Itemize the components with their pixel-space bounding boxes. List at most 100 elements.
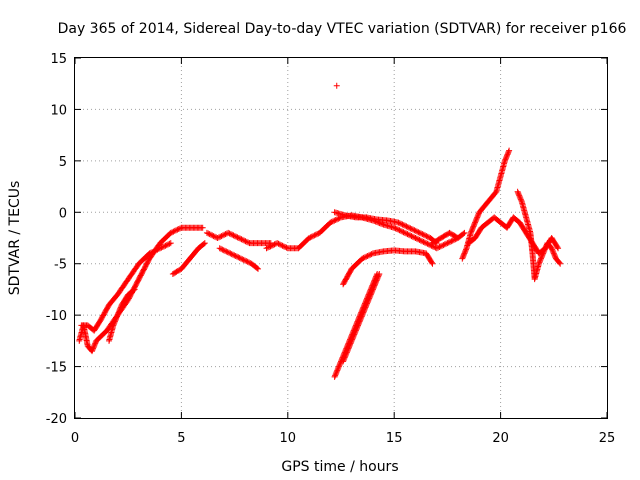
data-point [312, 231, 319, 238]
data-point [537, 256, 544, 263]
data-point [351, 330, 358, 337]
data-point [364, 300, 371, 307]
data-point [557, 260, 564, 267]
y-tick-label: -15 [46, 361, 67, 376]
x-tick-label: 5 [177, 431, 185, 446]
data-point [447, 238, 454, 245]
data-point [368, 289, 375, 295]
data-point [365, 296, 372, 303]
data-point [335, 363, 342, 370]
data-point [200, 241, 207, 247]
data-point [361, 305, 368, 312]
data-point [443, 240, 450, 247]
data-point [420, 231, 427, 238]
series-arc-10 [340, 271, 383, 365]
data-point [334, 367, 341, 374]
data-point [556, 259, 563, 266]
data-point [332, 371, 339, 378]
data-point [147, 249, 154, 256]
series-outlier [333, 82, 340, 89]
data-point [355, 322, 362, 329]
data-point [271, 241, 278, 248]
data-point [111, 319, 118, 326]
data-point [503, 152, 510, 159]
data-point [502, 156, 509, 163]
chart-title: Day 365 of 2014, Sidereal Day-to-day VTE… [58, 21, 627, 37]
data-point [237, 235, 244, 242]
data-point [89, 348, 96, 355]
data-point [461, 249, 468, 256]
data-point [437, 243, 444, 250]
data-point [411, 227, 418, 234]
data-point [268, 242, 275, 249]
ticks-layer: 0 5 10 15 20 25 -20 -15 -10 -5 0 5 10 15 [46, 52, 616, 446]
data-point [419, 238, 426, 245]
data-point [283, 244, 290, 251]
data-point [467, 229, 474, 236]
data-point [359, 310, 366, 317]
data-point [333, 368, 340, 375]
data-point [405, 231, 412, 238]
data-point [92, 340, 99, 347]
series-arc-8 [331, 209, 440, 247]
data-point [398, 220, 405, 227]
data-point [517, 196, 524, 203]
data-point [420, 238, 427, 245]
data-point [149, 249, 156, 256]
data-point [210, 233, 217, 240]
series-arc-11 [340, 247, 436, 288]
data-point [114, 312, 121, 319]
series-arc-14 [465, 214, 562, 257]
data-point [460, 253, 467, 259]
data-point [365, 252, 372, 259]
data-point [171, 227, 178, 234]
data-point [374, 274, 381, 281]
data-point [167, 229, 174, 236]
data-point [363, 301, 370, 308]
data-point [241, 257, 248, 264]
data-point [363, 253, 370, 260]
data-point [361, 307, 368, 313]
data-point [363, 303, 370, 310]
data-point [364, 253, 371, 259]
series-arc-3 [106, 286, 138, 344]
data-point [177, 225, 184, 232]
data-point [408, 233, 415, 240]
data-point [360, 308, 367, 315]
data-point [235, 235, 242, 241]
data-point [400, 222, 407, 229]
series-arc-4 [169, 240, 208, 277]
data-point [353, 325, 360, 331]
data-point [348, 339, 355, 346]
data-point [505, 150, 512, 157]
data-point [233, 233, 240, 240]
data-point [471, 222, 477, 229]
data-point [169, 229, 176, 236]
series-arc-12 [429, 229, 468, 247]
data-point [206, 231, 213, 238]
data-point [214, 235, 221, 241]
data-point [349, 336, 356, 343]
data-point [410, 226, 417, 233]
data-point [334, 366, 341, 373]
data-point [209, 232, 216, 239]
data-point [155, 245, 162, 252]
data-point [270, 242, 277, 249]
data-point [174, 226, 181, 233]
data-point [344, 348, 351, 355]
data-point [226, 249, 233, 256]
data-point [368, 290, 375, 297]
y-tick-label: 10 [50, 103, 67, 118]
data-point [505, 148, 512, 155]
data-point [220, 247, 227, 254]
data-point [411, 234, 418, 241]
data-point [538, 255, 545, 262]
data-point [275, 240, 282, 247]
data-point [362, 304, 369, 311]
data-point [468, 227, 475, 234]
data-point [175, 226, 182, 232]
series-arc-2 [78, 240, 174, 334]
data-point [475, 211, 482, 218]
data-point [459, 254, 466, 261]
data-point [554, 244, 561, 251]
